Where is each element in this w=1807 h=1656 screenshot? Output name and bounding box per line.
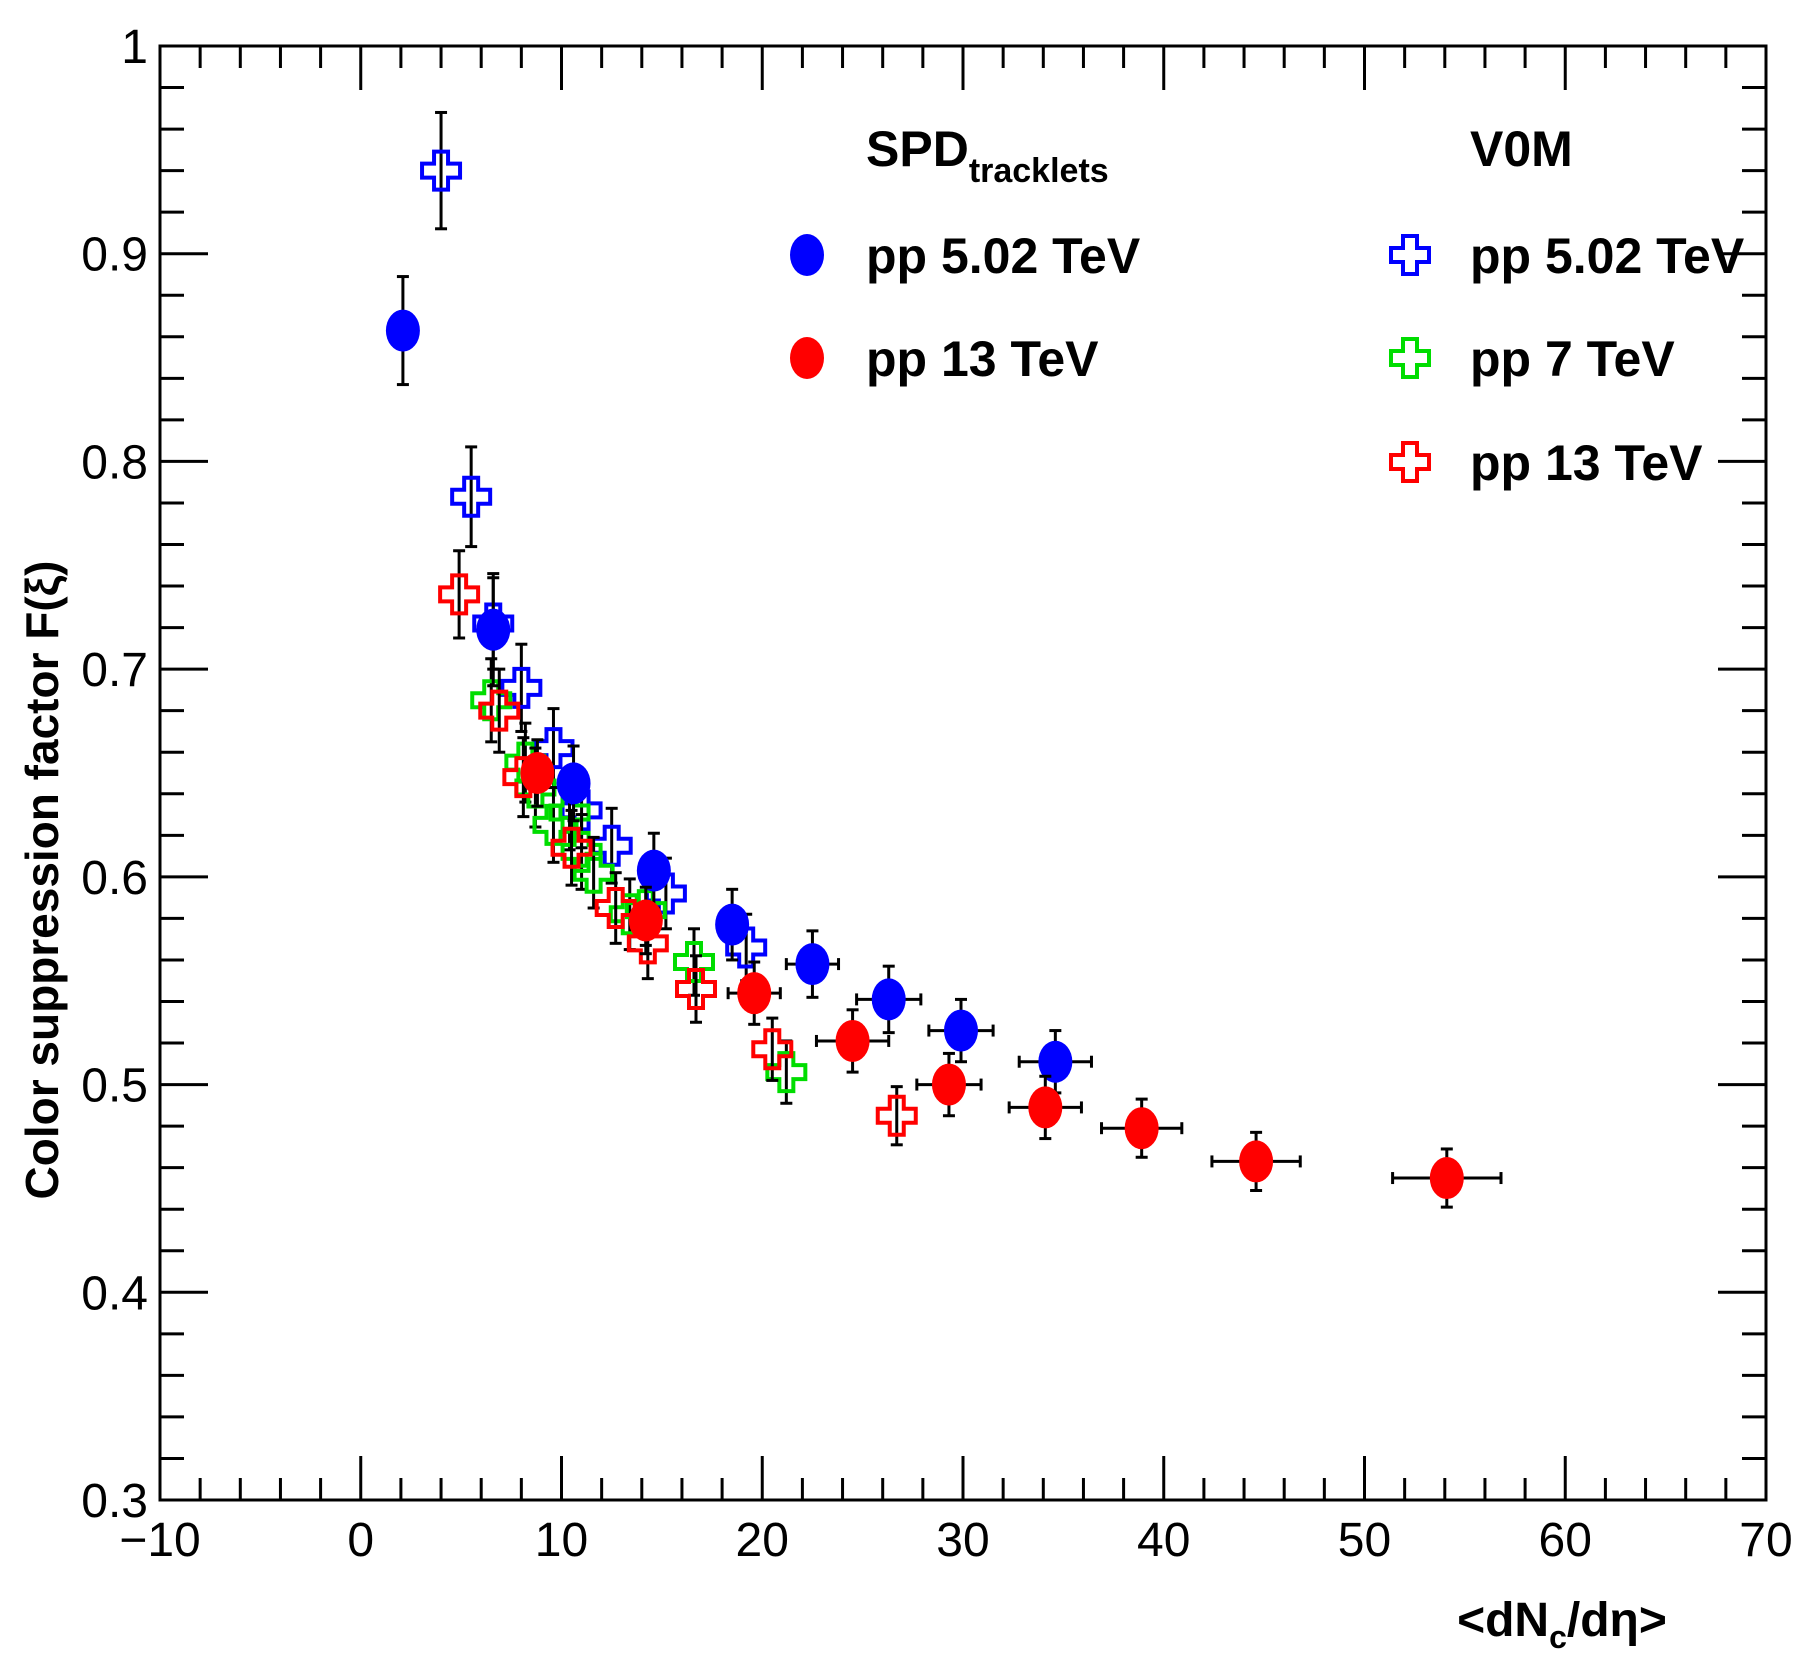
legend-label-spd: pp 5.02 TeV: [866, 228, 1141, 284]
tick-labels: −10 0 10 20 30 40 50 60 70 0.3 0.4 0.5 0.6 0.7 0.8 0.9 1: [81, 21, 1792, 1567]
y-tick-label: 0.9: [81, 229, 148, 282]
data-point: [1429, 1157, 1464, 1200]
y-tick-label: 0.8: [81, 436, 148, 489]
legend-label-v0m: pp 13 TeV: [1470, 435, 1703, 491]
data-point: [476, 608, 511, 651]
data-points: [385, 110, 1503, 1209]
data-point: [478, 689, 521, 732]
data-point: [556, 762, 591, 805]
series-spd-pp-5-02-tev: [385, 275, 1093, 1095]
legend-marker-v0m: [1389, 234, 1431, 276]
data-point: [438, 573, 481, 616]
legend-header-v0m: V0M: [1470, 121, 1573, 177]
x-tick-label: 0: [347, 1514, 374, 1567]
legend-label-v0m: pp 5.02 TeV: [1470, 228, 1745, 284]
y-tick-label: 0.5: [81, 1060, 148, 1113]
data-point: [385, 309, 420, 352]
x-tick-label: 20: [736, 1514, 789, 1567]
axes: [158, 44, 1768, 1502]
y-tick-label: 1: [121, 21, 148, 74]
data-point: [875, 1094, 918, 1137]
data-point: [765, 1051, 808, 1094]
legend-marker-spd: [790, 234, 824, 276]
data-point: [520, 752, 555, 794]
series-spd-pp-13-tev: [520, 738, 1503, 1209]
data-point: [1038, 1040, 1073, 1083]
x-tick-label: −10: [119, 1514, 200, 1567]
legend-marker-v0m: [1389, 441, 1431, 483]
legend-header-spd: SPDtracklets: [866, 121, 1109, 190]
x-tick-label: 30: [936, 1514, 989, 1567]
x-tick-label: 50: [1338, 1514, 1391, 1567]
data-point: [675, 968, 718, 1011]
x-tick-label: 60: [1539, 1514, 1592, 1567]
data-point: [751, 1028, 794, 1071]
x-axis-title: <dNc/dη>: [1457, 1594, 1667, 1655]
data-point: [737, 972, 772, 1015]
y-tick-label: 0.6: [81, 852, 148, 905]
data-point: [636, 849, 671, 892]
data-point: [931, 1063, 966, 1106]
legend-marker-spd: [790, 337, 824, 379]
data-point: [835, 1019, 870, 1062]
data-point: [871, 978, 906, 1021]
data-point: [1124, 1107, 1159, 1150]
y-axis-title: Color suppression factor F(ξ): [16, 561, 68, 1200]
y-tick-label: 0.3: [81, 1475, 148, 1528]
legend-label-v0m: pp 7 TeV: [1470, 331, 1675, 387]
y-tick-label: 0.4: [81, 1267, 148, 1320]
data-point: [715, 903, 750, 946]
data-point: [420, 149, 463, 192]
legend-label-spd: pp 13 TeV: [866, 331, 1099, 387]
legend-marker-v0m: [1389, 337, 1431, 379]
x-tick-label: 40: [1137, 1514, 1190, 1567]
data-point: [943, 1009, 978, 1052]
data-point: [1028, 1086, 1063, 1129]
legend: pp 5.02 TeV pp 13 TeV pp 5.02 TeV pp 7 TeV p…: [790, 228, 1745, 491]
data-point: [594, 887, 637, 930]
x-tick-label: 70: [1739, 1514, 1792, 1567]
data-point: [628, 899, 663, 942]
data-point: [500, 666, 543, 709]
data-point: [550, 826, 593, 869]
data-point: [1239, 1140, 1274, 1183]
y-tick-label: 0.7: [81, 644, 148, 697]
data-point: [795, 943, 830, 986]
x-tick-label: 10: [535, 1514, 588, 1567]
data-point: [450, 475, 493, 518]
